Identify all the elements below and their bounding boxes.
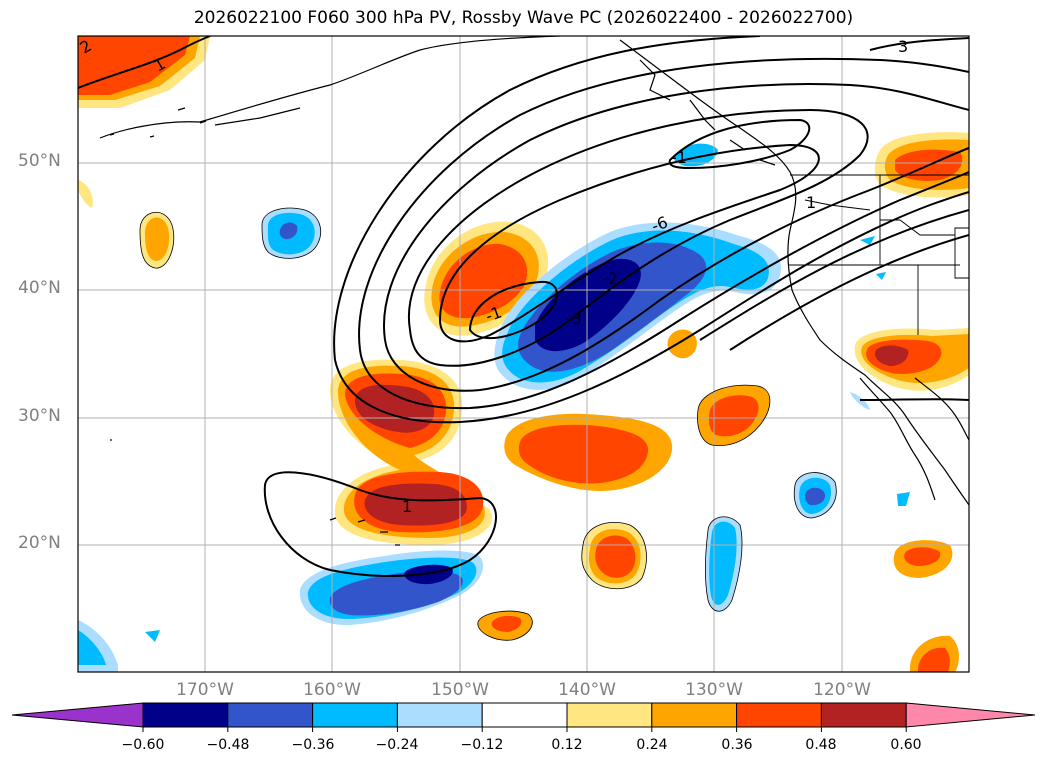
contour-alaska-loop	[668, 118, 811, 170]
map-title: 2026022100 F060 300 hPa PV, Rossby Wave …	[193, 8, 854, 28]
contour-trough-5	[358, 57, 969, 351]
contour-ridge-e	[699, 209, 969, 341]
colorbar-extend-high	[905, 702, 1036, 728]
lon-label: 150°W	[431, 680, 489, 700]
baja-coast	[859, 377, 936, 501]
contour-trough-4	[383, 83, 969, 341]
contour-label: 1	[402, 497, 412, 516]
contour-label: -3	[566, 309, 582, 328]
contour-south	[263, 471, 497, 577]
bc-coast	[619, 39, 969, 506]
lat-label: 40°N	[18, 278, 61, 298]
lon-label: 160°W	[303, 680, 361, 700]
aleutians	[109, 107, 207, 138]
contour-label-group: 2 1 3 1 -1 -2 -3 -6 1 -1	[77, 36, 909, 516]
colorbar-tick-label: 0.60	[890, 737, 922, 753]
colorbar-tick-label: 0.36	[721, 737, 753, 753]
lat-label: 50°N	[18, 151, 61, 171]
hawaii-islands	[329, 517, 400, 546]
contour-trough-1	[468, 280, 558, 340]
colorbar-bin	[481, 702, 568, 728]
colorbar-tick-label: −0.48	[206, 737, 250, 753]
colorbar-tick-label: −0.24	[375, 737, 419, 753]
contour-label: 1	[806, 193, 816, 212]
colorbar-tick-label: 0.48	[805, 737, 837, 753]
colorbar-bin	[820, 702, 907, 728]
gulf-coast	[914, 377, 969, 441]
graticule	[78, 36, 969, 672]
colorbar-tick-label: 0.24	[636, 737, 668, 753]
colorbar-bin	[142, 702, 229, 728]
coastlines	[99, 36, 969, 546]
contour-trough-6	[333, 36, 761, 361]
colorbar-tick-label: −0.60	[121, 737, 165, 753]
contour-nw	[78, 36, 211, 89]
colorbar-tick-label: −0.36	[291, 737, 335, 753]
colorbar-extend-low	[11, 702, 144, 728]
lon-label: 140°W	[558, 680, 616, 700]
lat-label: 30°N	[18, 406, 61, 426]
rossby-wave-contours	[78, 36, 969, 577]
colorbar-bin	[396, 702, 483, 728]
contour-label: 3	[898, 37, 908, 56]
contour-label: -2	[602, 269, 618, 288]
contour-label: -1	[671, 148, 687, 167]
colorbar-bin	[312, 702, 398, 728]
colorbar-ticks	[142, 727, 907, 732]
lon-label: 170°W	[176, 680, 234, 700]
contour-trough-2	[438, 143, 820, 343]
alaska-coast	[99, 36, 561, 139]
fill-outlines	[139, 207, 837, 641]
lon-label: 130°W	[685, 680, 743, 700]
colorbar-tick-label: −0.12	[460, 737, 504, 753]
contour-label: -6	[649, 212, 670, 235]
colorbar-tick-label: 0.12	[551, 737, 583, 753]
contour-label: -1	[483, 302, 504, 325]
map-frame	[77, 35, 970, 673]
colorbar	[11, 702, 1036, 732]
lon-label: 120°W	[813, 680, 871, 700]
contour-trough-3	[407, 108, 869, 367]
colorbar-bin	[736, 702, 822, 728]
colorbar-bin	[227, 702, 314, 728]
colorbar-bin	[651, 702, 738, 728]
colorbar-bin	[566, 702, 653, 728]
lat-label: 20°N	[18, 533, 61, 553]
